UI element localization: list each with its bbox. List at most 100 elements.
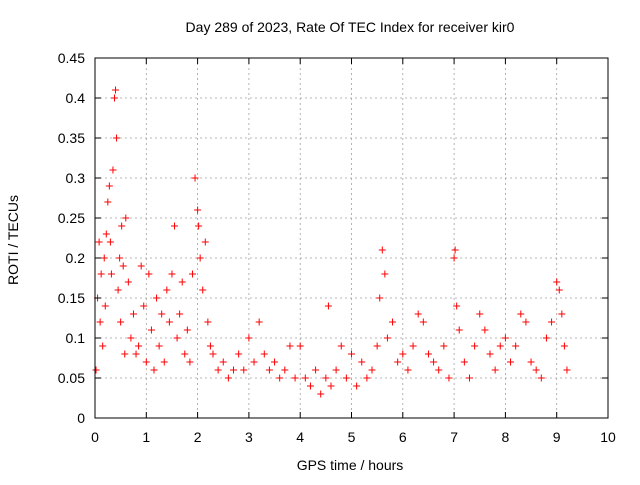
data-point: [512, 342, 520, 350]
data-point: [553, 278, 561, 286]
data-point: [481, 326, 489, 334]
y-tick-label: 0.4: [66, 90, 86, 106]
data-point: [327, 382, 335, 390]
data-point: [114, 286, 122, 294]
data-point: [171, 222, 179, 230]
axes: 0 1 2 3 4 5 6 7 8 9 10 0 0.05 0.1 0.15 0.2 0.25 0.3 0.35 0.…: [58, 50, 616, 445]
data-point: [224, 374, 232, 382]
data-point: [383, 334, 391, 342]
data-point: [306, 382, 314, 390]
data-point: [135, 342, 143, 350]
data-point: [322, 374, 330, 382]
data-point: [107, 270, 115, 278]
data-point: [348, 350, 355, 358]
data-point: [142, 358, 150, 366]
data-point: [186, 358, 194, 366]
data-point: [296, 342, 304, 350]
data-point: [95, 238, 103, 246]
data-point: [110, 94, 118, 102]
data-point: [173, 334, 181, 342]
data-point: [409, 342, 417, 350]
data-point: [196, 254, 204, 262]
data-point: [548, 318, 556, 326]
data-point: [183, 326, 191, 334]
data-point: [453, 302, 461, 310]
y-tick-label: 0.15: [58, 290, 85, 306]
data-point: [507, 358, 515, 366]
data-point: [491, 366, 499, 374]
plot-border: [94, 57, 609, 419]
data-point: [181, 350, 189, 358]
data-point: [394, 358, 402, 366]
x-tick-label: 10: [600, 429, 616, 445]
data-point: [245, 334, 253, 342]
data-point: [158, 310, 166, 318]
data-point: [563, 366, 571, 374]
data-point: [168, 270, 176, 278]
y-tick-label: 0.35: [58, 130, 85, 146]
data-point: [363, 374, 371, 382]
data-point: [312, 366, 320, 374]
data-point: [378, 246, 386, 254]
data-point: [113, 134, 121, 142]
data-point: [537, 374, 545, 382]
data-point: [101, 302, 109, 310]
x-tick-label: 5: [348, 429, 356, 445]
data-point: [121, 350, 129, 358]
y-axis-label: ROTI / TECUs: [5, 195, 21, 285]
data-point: [163, 286, 171, 294]
x-tick-label: 1: [142, 429, 150, 445]
data-point: [191, 174, 199, 182]
data-point: [140, 302, 148, 310]
data-point: [373, 342, 381, 350]
data-point: [399, 350, 407, 358]
data-point: [358, 358, 366, 366]
data-point: [271, 358, 279, 366]
data-point: [324, 302, 332, 310]
data-point: [178, 278, 186, 286]
data-point: [430, 358, 438, 366]
data-point: [122, 214, 130, 222]
data-point: [92, 366, 100, 374]
data-point: [424, 350, 432, 358]
data-point: [100, 254, 108, 262]
data-point: [455, 326, 463, 334]
data-point: [235, 350, 243, 358]
data-point: [132, 350, 140, 358]
y-tick-label: 0.05: [58, 370, 85, 386]
data-point: [486, 350, 494, 358]
data-point: [102, 230, 110, 238]
data-point: [214, 366, 222, 374]
data-point: [127, 334, 135, 342]
data-point: [522, 318, 530, 326]
data-point: [199, 286, 207, 294]
data-point: [147, 326, 155, 334]
data-point: [240, 366, 248, 374]
data-point: [153, 294, 161, 302]
data-point: [99, 342, 107, 350]
data-point: [460, 358, 468, 366]
data-point: [105, 182, 113, 190]
data-point: [560, 342, 568, 350]
data-point: [195, 222, 203, 230]
data-point: [501, 334, 509, 342]
data-point: [106, 238, 114, 246]
data-point: [201, 238, 209, 246]
data-point: [281, 366, 289, 374]
data-point: [112, 86, 120, 94]
data-point: [450, 254, 458, 262]
y-tick-label: 0.25: [58, 210, 85, 226]
data-point: [230, 366, 238, 374]
data-point: [145, 270, 153, 278]
data-point: [317, 390, 325, 398]
y-tick-label: 0.1: [66, 330, 86, 346]
data-point: [194, 206, 202, 214]
x-tick-label: 3: [245, 429, 253, 445]
data-point: [165, 318, 173, 326]
data-point: [119, 262, 127, 270]
data-point: [465, 374, 473, 382]
y-tick-label: 0.45: [58, 50, 85, 66]
x-tick-label: 6: [399, 429, 407, 445]
data-point: [381, 270, 389, 278]
